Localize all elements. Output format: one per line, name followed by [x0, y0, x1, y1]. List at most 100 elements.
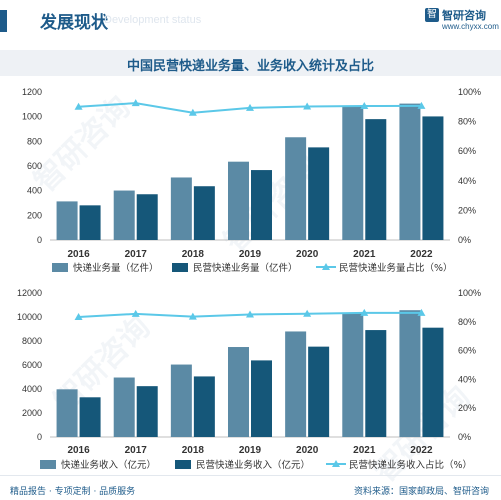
share-point [74, 102, 83, 110]
chart-main-title: 中国民营快递业务量、业务收入统计及占比 [126, 59, 374, 74]
x-tick-label: 2021 [353, 445, 376, 456]
y2-tick-label: 80% [458, 317, 476, 327]
share-point [131, 309, 140, 317]
brand-logo: 智 智研咨询 www.chyxx.com [425, 6, 499, 36]
bar-total [170, 364, 192, 437]
x-tick-label: 2017 [125, 445, 148, 456]
logo-name: 智研咨询 [442, 9, 486, 22]
y2-tick-label: 20% [458, 403, 476, 413]
legend-marker [332, 460, 340, 467]
x-tick-label: 2020 [296, 249, 319, 260]
header-watermark-text: Development status [104, 14, 202, 26]
bar-total [56, 201, 78, 240]
legend-swatch [52, 263, 68, 272]
x-tick-label: 2021 [353, 249, 376, 260]
y2-tick-label: 100% [458, 87, 481, 97]
y-tick-label: 6000 [22, 360, 42, 370]
y2-tick-label: 40% [458, 176, 476, 186]
chart-title-bar [0, 50, 501, 76]
share-point [246, 103, 254, 111]
y-tick-label: 0 [37, 235, 42, 245]
y2-tick-label: 100% [458, 288, 481, 298]
legend-marker [322, 263, 330, 270]
y-tick-label: 2000 [22, 408, 42, 418]
bar-total [342, 313, 364, 437]
bar-total [342, 106, 364, 241]
bar-private [422, 327, 444, 437]
logo-mark-icon: 智 [425, 8, 439, 22]
bar-total [113, 190, 135, 240]
y-tick-label: 0 [37, 432, 42, 442]
bar-private [136, 194, 158, 240]
bar-total [285, 331, 307, 437]
y-tick-label: 200 [27, 210, 42, 220]
bar-total [399, 310, 421, 437]
share-point [303, 309, 312, 317]
footer-source: 资料来源：国家邮政局、智研咨询 [353, 487, 489, 497]
legend-label: 民营快递业务量占比（%） [339, 262, 453, 274]
x-tick-label: 2019 [239, 445, 262, 456]
bar-private [365, 119, 387, 240]
page-header: 发展现状 Development status 智 智研咨询 www.chyxx… [0, 0, 501, 40]
page-footer: 精品报告 · 专项定制 · 品质服务 资料来源：国家邮政局、智研咨询 [0, 475, 501, 500]
legend-swatch [175, 460, 191, 469]
legend-label: 快递业务收入（亿元） [61, 459, 156, 471]
y-tick-label: 12000 [17, 288, 42, 298]
footer-divider [0, 475, 501, 476]
share-point [417, 308, 426, 316]
share-point [303, 102, 312, 110]
y-tick-label: 1200 [22, 87, 42, 97]
y2-tick-label: 60% [458, 146, 476, 156]
y2-tick-label: 60% [458, 346, 476, 356]
y2-tick-label: 0% [458, 432, 471, 442]
share-point [74, 313, 83, 321]
x-tick-label: 2017 [125, 249, 148, 260]
footer-slogan: 精品报告 · 专项定制 · 品质服务 [10, 487, 136, 497]
share-point [360, 308, 369, 316]
x-tick-label: 2022 [410, 249, 433, 260]
x-tick-label: 2018 [182, 249, 205, 260]
bar-private [308, 346, 330, 437]
y2-tick-label: 0% [458, 235, 471, 245]
legend-label: 民营快递业务收入占比（%） [349, 459, 472, 471]
bar-total [228, 161, 249, 240]
bar-total [113, 377, 135, 437]
legend-label: 民营快递业务收入（亿元） [196, 459, 310, 471]
share-point [360, 102, 369, 110]
y-tick-label: 4000 [22, 384, 42, 394]
page-title: 发展现状 [40, 13, 108, 33]
legend-swatch [40, 460, 56, 469]
x-tick-label: 2016 [67, 445, 90, 456]
logo-url: www.chyxx.com [442, 22, 499, 31]
bar-total [285, 137, 307, 240]
x-tick-label: 2020 [296, 445, 319, 456]
x-tick-label: 2019 [239, 249, 262, 260]
bar-total [399, 103, 421, 240]
y-tick-label: 1000 [22, 112, 42, 122]
y-tick-label: 400 [27, 186, 42, 196]
x-tick-label: 2022 [410, 445, 433, 456]
y-tick-label: 800 [27, 136, 42, 146]
x-tick-label: 2016 [67, 249, 90, 260]
bar-total [56, 389, 78, 437]
bar-private [251, 170, 272, 240]
bar-private [79, 397, 101, 437]
share-point [417, 101, 426, 109]
legend-label: 快递业务量（亿件） [73, 262, 159, 274]
share-point [131, 99, 140, 107]
legend-label: 民营快递业务量（亿件） [193, 262, 298, 274]
y-tick-label: 600 [27, 161, 42, 171]
bar-private [365, 330, 387, 437]
volume-chart: 0 200 400 600 800 1000 1200 0% 20% 40% 60% 80% 100% 2… [22, 87, 481, 274]
legend-swatch [172, 263, 188, 272]
bar-total [228, 347, 249, 437]
bar-private [251, 360, 272, 437]
bar-private [136, 386, 158, 437]
header-accent-bar [0, 10, 7, 32]
y2-tick-label: 40% [458, 374, 476, 384]
revenue-chart: 0 2000 4000 6000 8000 10000 12000 0% 20% 40% 60% 80… [17, 288, 481, 471]
y2-tick-label: 80% [458, 117, 476, 127]
bar-private [422, 116, 444, 240]
share-point [188, 312, 197, 320]
x-tick-label: 2018 [182, 445, 205, 456]
